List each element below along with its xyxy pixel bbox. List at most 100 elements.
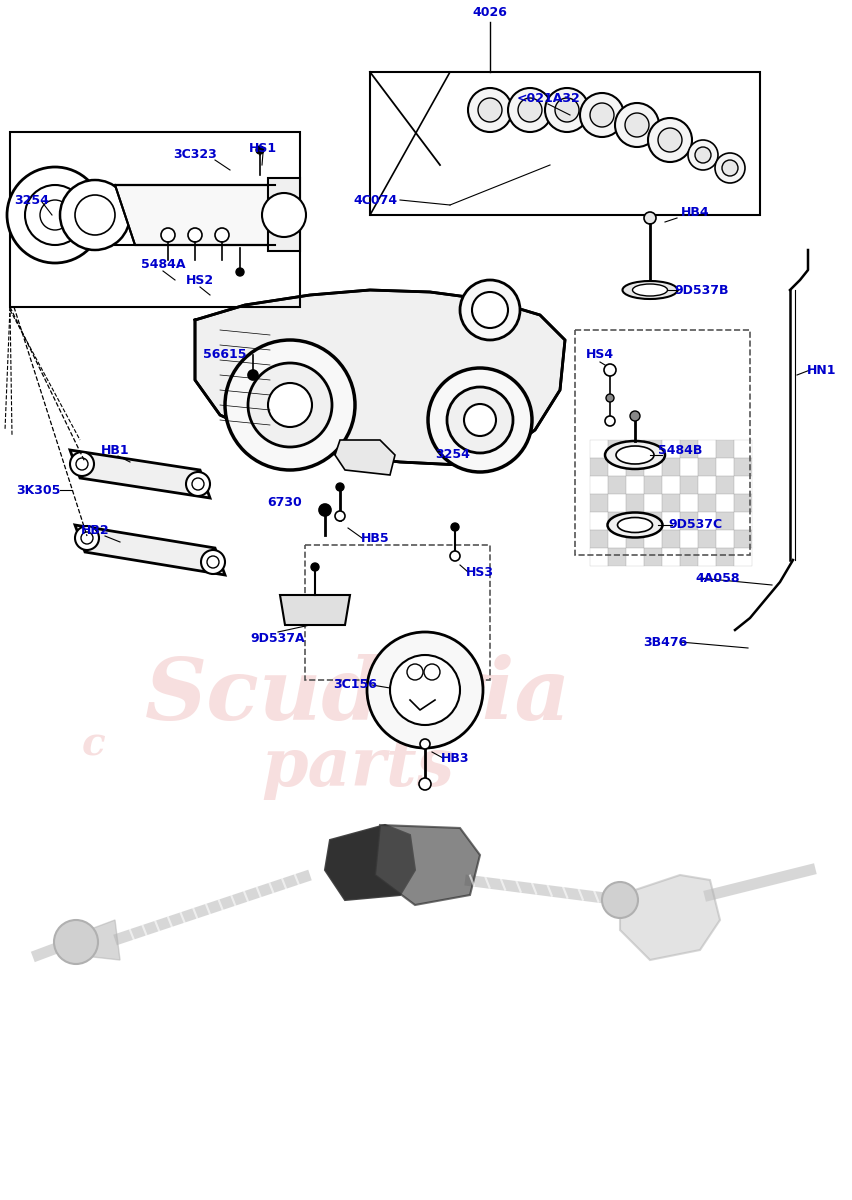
Circle shape [161,228,175,242]
Circle shape [336,482,344,491]
Circle shape [225,340,355,470]
Bar [608,458,626,476]
Bar [680,530,698,548]
Bar [626,494,644,512]
Text: 5484B: 5484B [658,444,702,456]
Circle shape [7,167,103,263]
Bar [734,494,752,512]
Circle shape [420,739,430,749]
Circle shape [256,146,264,154]
Bar [680,476,698,494]
Bar [662,494,680,512]
Bar [626,440,644,458]
Text: HN1: HN1 [807,364,837,377]
Circle shape [75,526,99,550]
Circle shape [695,146,711,163]
Circle shape [630,410,640,421]
Circle shape [555,98,579,122]
Text: HS3: HS3 [466,565,494,578]
Bar [698,494,716,512]
Bar [626,548,644,566]
Circle shape [248,370,258,380]
Ellipse shape [605,440,665,469]
Circle shape [606,394,614,402]
Circle shape [335,511,345,521]
Text: <021A32: <021A32 [516,91,580,104]
Bar [734,548,752,566]
Text: 3K305: 3K305 [16,484,60,497]
Circle shape [81,532,93,544]
Bar [698,440,716,458]
Polygon shape [325,826,415,900]
Circle shape [644,212,656,224]
Bar [644,440,662,458]
Bar [734,476,752,494]
Text: 9D537A: 9D537A [250,631,305,644]
Bar [734,440,752,458]
Circle shape [545,88,589,132]
Circle shape [54,920,98,964]
Bar [662,512,680,530]
Circle shape [460,280,520,340]
Text: 4A058: 4A058 [696,571,740,584]
Circle shape [201,550,225,574]
Ellipse shape [623,281,677,299]
Circle shape [658,128,682,152]
Bar [590,476,608,494]
Polygon shape [115,185,295,245]
Circle shape [428,368,532,472]
Circle shape [248,362,332,446]
Bar [590,530,608,548]
Circle shape [722,160,738,176]
Text: 3C156: 3C156 [333,678,377,691]
Text: HB2: HB2 [81,523,109,536]
Circle shape [192,478,204,490]
Circle shape [319,504,331,516]
Bar [698,548,716,566]
Circle shape [215,228,229,242]
Text: HB3: HB3 [440,751,469,764]
Bar [590,494,608,512]
Bar [590,548,608,566]
Polygon shape [280,595,350,625]
Bar [716,440,734,458]
Polygon shape [75,920,120,960]
Bar [608,512,626,530]
Bar [698,530,716,548]
Bar [734,458,752,476]
Circle shape [188,228,202,242]
Circle shape [472,292,508,328]
Bar [10,132,300,307]
Bar [608,494,626,512]
Bar [590,512,608,530]
Bar [644,530,662,548]
Bar [698,512,716,530]
Bar [734,512,752,530]
Text: 9D537C: 9D537C [668,518,722,532]
Text: HB1: HB1 [101,444,130,456]
Circle shape [186,472,210,496]
Circle shape [70,452,94,476]
Bar [698,458,716,476]
Ellipse shape [618,517,653,533]
Text: 4C074: 4C074 [353,193,397,206]
Polygon shape [75,526,225,575]
Bar [680,512,698,530]
Circle shape [76,458,88,470]
Text: HB5: HB5 [360,532,389,545]
Circle shape [207,556,219,568]
Text: HS4: HS4 [586,348,614,361]
Bar [716,512,734,530]
Circle shape [40,200,70,230]
Bar [626,458,644,476]
Circle shape [447,386,513,452]
Circle shape [464,404,496,436]
Bar [644,458,662,476]
Bar [716,548,734,566]
Bar [305,545,490,680]
Bar [716,494,734,512]
Circle shape [648,118,692,162]
Circle shape [419,778,431,790]
Circle shape [508,88,552,132]
Bar [680,458,698,476]
